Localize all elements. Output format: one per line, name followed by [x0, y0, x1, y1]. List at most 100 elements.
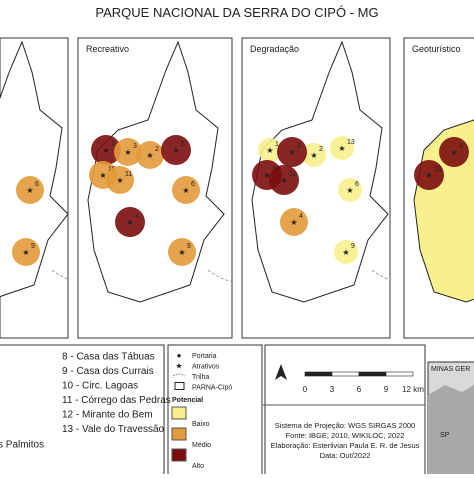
potential-circle [338, 178, 362, 202]
attraction-entry: 9 - Casa dos Currais [62, 366, 154, 377]
park-boundary [251, 40, 389, 303]
attraction-star: ★ [288, 148, 295, 157]
attraction-label: 6 [191, 181, 195, 188]
attraction-label: 11 [125, 171, 132, 178]
potential-circle [12, 238, 40, 266]
attraction-label: 9 [187, 243, 191, 250]
attraction-label: 1 [275, 141, 279, 148]
potential-circle [439, 137, 469, 167]
attraction-star: ★ [26, 186, 33, 195]
attraction-star: ★ [425, 171, 432, 180]
panel: ★1★6★9 [0, 40, 68, 298]
panel-content: ★1★2★3★10★11★5★6★4★9 [87, 40, 232, 303]
panel-content: ★1★2★3★10★11★13★6★4★9 [251, 40, 390, 303]
potential-circle [161, 135, 191, 165]
attraction-label: 10 [434, 166, 442, 173]
attraction-entry: 10 - Circ. Lagoas [62, 381, 138, 392]
legend-item: Trilha [192, 374, 209, 381]
attraction-star: ★ [310, 151, 317, 160]
park-symbol [174, 382, 185, 390]
potential-circle [106, 166, 134, 194]
inset-region [428, 385, 474, 474]
panel-title: Geoturístico [412, 44, 461, 54]
potential-circle [258, 138, 282, 162]
attraction-label: 11 [289, 171, 296, 178]
scale-segment [331, 371, 360, 377]
potential-circle [269, 165, 299, 195]
attraction-entry: 13 - Vale do Travessão [62, 424, 165, 435]
attraction-label: 3 [297, 143, 301, 150]
inset-state: MINAS GER [431, 366, 470, 373]
attraction-star: ★ [172, 146, 179, 155]
attraction-label: 5 [181, 141, 185, 148]
attraction-label: 6 [35, 181, 39, 188]
attraction-label: 2 [319, 146, 323, 153]
attraction-star: ★ [126, 218, 133, 227]
panel-title: Recreativo [86, 44, 129, 54]
credit-line: Fonte: IBGE; 2010, WIKILOC, 2022 [286, 431, 405, 440]
legend-item: PARNA-Cipó [192, 385, 232, 392]
potential-circle [136, 141, 164, 169]
attraction-label: 2 [155, 146, 159, 153]
legend-heading: Potencial [172, 397, 203, 404]
panel: ★1★2★3★10★11★5★6★4★9 [87, 40, 232, 303]
attraction-star: ★ [102, 146, 109, 155]
attraction-star: ★ [99, 171, 106, 180]
attraction-label: 1 [111, 141, 115, 148]
potential-circle [114, 138, 142, 166]
panel-content: ★1★6★9 [0, 40, 68, 298]
panel: ★1★2★3★10★11★13★6★4★9 [251, 40, 390, 303]
attraction-star: ★ [346, 186, 353, 195]
attraction-label: 9 [31, 243, 35, 250]
attraction-label: 3 [459, 143, 463, 150]
attraction-star: ★ [178, 248, 185, 257]
scale-label: 9 [384, 385, 389, 394]
park-boundary [0, 40, 68, 298]
panel-title: Degradação [250, 44, 299, 54]
park-boundary [87, 40, 225, 303]
legend-class: Baixo [192, 421, 210, 428]
potential-circle [168, 238, 196, 266]
potential-circle [91, 135, 121, 165]
trail [207, 269, 232, 282]
attraction-star: ★ [116, 176, 123, 185]
potential-circle [172, 176, 200, 204]
potential-circle [280, 208, 308, 236]
legend-swatch [171, 448, 187, 462]
legend-swatch [171, 406, 187, 420]
attraction-star: ★ [342, 248, 349, 257]
attraction-star: ★ [146, 151, 153, 160]
legend-symbol: ● [177, 351, 182, 360]
potential-circle [414, 160, 444, 190]
credit-line: Sistema de Projeção: WGS SIRGAS 2000 [275, 421, 415, 430]
legend-class: Alto [192, 463, 204, 470]
scale-label: 3 [330, 385, 335, 394]
legend-class: Médio [192, 442, 211, 449]
attraction-star: ★ [290, 218, 297, 227]
scale-segment [385, 371, 414, 377]
panel: ★3★10★6 [413, 118, 474, 303]
attraction-label: 13 [347, 139, 355, 146]
attraction-label: 4 [299, 213, 303, 220]
attraction-star: ★ [124, 148, 131, 157]
credit-line: Data: Out/2022 [320, 451, 371, 460]
north-arrow [275, 364, 287, 380]
potential-circle [277, 137, 307, 167]
scale-segment [304, 371, 333, 377]
attraction-entry: 8 - Casa das Tábuas [62, 352, 155, 363]
scale-label: 0 [303, 385, 308, 394]
map-title: PARQUE NACIONAL DA SERRA DO CIPÓ - MG [95, 5, 378, 20]
credit-line: Elaboração: Esterlivian Paula E. R. de J… [271, 441, 420, 450]
potential-circle [115, 207, 145, 237]
attraction-label: 4 [135, 213, 139, 220]
potential-circle [302, 143, 326, 167]
scale-segment [358, 371, 387, 377]
attraction-entry: s Palmitos [0, 440, 44, 451]
attraction-label: 6 [355, 181, 359, 188]
attraction-star: ★ [338, 144, 345, 153]
attraction-star: ★ [280, 176, 287, 185]
attraction-label: 9 [351, 243, 355, 250]
attraction-star: ★ [450, 148, 457, 157]
attraction-star: ★ [22, 248, 29, 257]
